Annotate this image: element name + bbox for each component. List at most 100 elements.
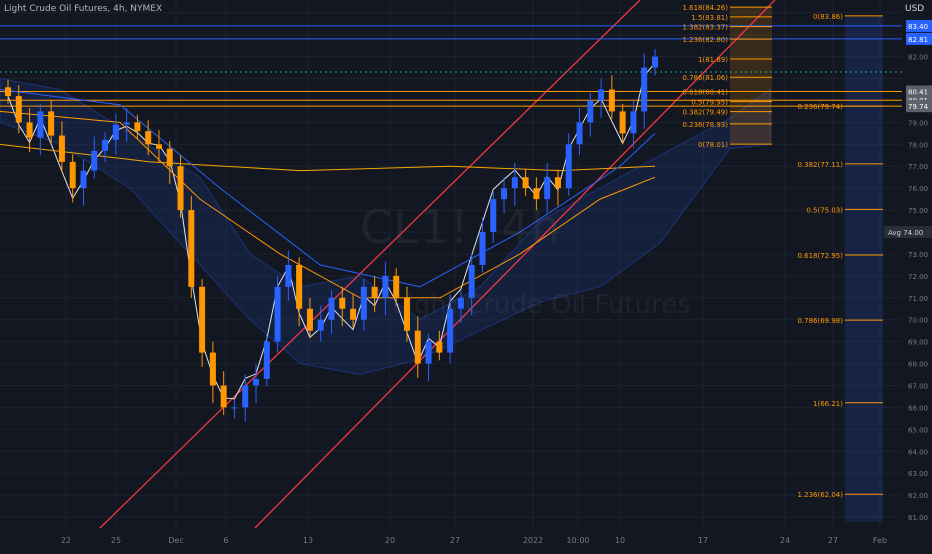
avg-badge: [884, 226, 932, 239]
fib-upper-label: 0.382(79.49): [682, 109, 728, 117]
candle-body: [155, 144, 162, 149]
price-tick-label: 77.00: [908, 163, 928, 171]
candle-body: [166, 148, 173, 167]
avg-label: Avg 74.00: [888, 229, 923, 237]
ma-gold-line: [0, 143, 656, 172]
fib-lower-label: 0(83.86): [813, 13, 843, 21]
candle-body: [285, 264, 292, 287]
fib-lower-label: 1.236(62.04): [797, 491, 843, 499]
grid-lines: [0, 0, 902, 528]
candle-body: [242, 385, 249, 408]
price-tick-label: 75.00: [908, 207, 928, 215]
fib-lower-label: 0.382(77.11): [797, 161, 843, 169]
fib-upper-label: 0.786(81.06): [682, 74, 728, 82]
price-tick-label: 79.00: [908, 119, 928, 127]
price-tick-label: 61.00: [908, 514, 928, 522]
candle-body: [209, 352, 216, 386]
candle-body: [619, 111, 626, 134]
currency-label[interactable]: USD: [905, 4, 925, 14]
candle-body: [403, 297, 410, 331]
candle-body: [371, 286, 378, 298]
time-tick-label: 27: [828, 536, 838, 545]
price-badge-label: 80.41: [908, 88, 928, 96]
candles: [5, 48, 658, 422]
candle-body: [522, 177, 529, 189]
candle-body: [544, 177, 551, 200]
candle-body: [48, 111, 55, 136]
fib-lower-label: 0.786(69.98): [797, 317, 843, 325]
time-tick-label: 24: [780, 536, 790, 545]
candle-body: [608, 89, 615, 112]
candle-body: [80, 170, 87, 189]
candle-body: [112, 124, 119, 140]
price-axis[interactable]: 82.00 79.00 78.00 77.00 76.00 75.00 73.00 72.00…: [884, 0, 932, 550]
trend-channel[interactable]: [99, 0, 776, 529]
ma-blue-line: [0, 89, 656, 288]
time-axis[interactable]: 22 25 Dec 6 13 20 27 2022 10:00 10 17 24 27 Feb: [61, 536, 887, 545]
fib-lower-label: 0.236(79.74): [797, 103, 843, 111]
price-tick-label: 76.00: [908, 185, 928, 193]
symbol-title: Light Crude Oil Futures, 4h, NYMEX: [4, 4, 163, 14]
candle-body: [263, 341, 270, 379]
fib-upper-label: 1.382(83.37): [682, 24, 728, 32]
candle-body: [511, 177, 518, 189]
fib-upper-label: 1(81.89): [698, 56, 728, 64]
price-tick-label: 78.00: [908, 141, 928, 149]
candle-body: [69, 161, 76, 189]
price-tick-label: 72.00: [908, 273, 928, 281]
time-tick-label: 6: [223, 536, 228, 545]
fib-labels: 1.618(84.26) 1.5(83.81) 1.382(83.37) 1.236(…: [682, 4, 883, 499]
price-tick-label: 73.00: [908, 251, 928, 259]
price-tick-label: 63.00: [908, 470, 928, 478]
time-tick-label: 17: [698, 536, 708, 545]
fib-lower-label: 0.5(75.03): [806, 206, 843, 214]
candle-body: [58, 135, 65, 162]
candle-body: [554, 177, 561, 189]
price-badge-label: 82.81: [908, 36, 928, 44]
price-tick-label: 62.00: [908, 492, 928, 500]
price-tick-label: 65.00: [908, 426, 928, 434]
candle-body: [317, 319, 324, 331]
channel-upper-line: [99, 0, 641, 529]
fib-upper-label: 1.236(82.80): [682, 36, 728, 44]
candle-body: [91, 150, 98, 171]
candle-body: [652, 56, 658, 68]
symbol-watermark: CL1!, 4h: [360, 200, 562, 254]
price-badge-label: 83.40: [908, 23, 928, 31]
time-tick-label: 2022: [523, 536, 543, 545]
price-tick-label: 66.00: [908, 404, 928, 412]
candle-body: [360, 286, 367, 320]
candle-body: [414, 330, 421, 364]
candle-body: [468, 264, 475, 298]
candle-body: [134, 122, 141, 132]
fib-upper-label: 0(78.01): [698, 141, 728, 149]
candle-body: [393, 275, 400, 298]
fib-upper-label: 0.618(80.41): [682, 88, 728, 96]
candle-body: [425, 341, 432, 364]
candle-body: [296, 264, 303, 309]
fib-lower-label: 0.618(72.95): [797, 252, 843, 260]
candle-body: [382, 275, 389, 298]
time-tick-label: 13: [303, 536, 313, 545]
time-tick-label: 25: [111, 536, 121, 545]
horizontal-lines[interactable]: [0, 25, 902, 107]
symbol-watermark-sub: Light Crude Oil Futures: [392, 290, 691, 320]
candle-body: [306, 308, 313, 331]
candle-body: [231, 407, 238, 409]
price-tick-label: 64.00: [908, 448, 928, 456]
candle-body: [177, 166, 184, 211]
candle-body: [328, 297, 335, 320]
candle-body: [102, 139, 109, 151]
candle-body: [490, 199, 497, 233]
candle-body: [533, 188, 540, 200]
candle-body: [457, 297, 464, 309]
price-tick-label: 70.00: [908, 317, 928, 325]
candle-body: [15, 96, 22, 123]
candle-body: [587, 100, 594, 123]
time-tick-label: 22: [61, 536, 71, 545]
candle-body: [188, 210, 195, 287]
candle-body: [350, 308, 357, 320]
channel-lower-line: [254, 0, 776, 529]
